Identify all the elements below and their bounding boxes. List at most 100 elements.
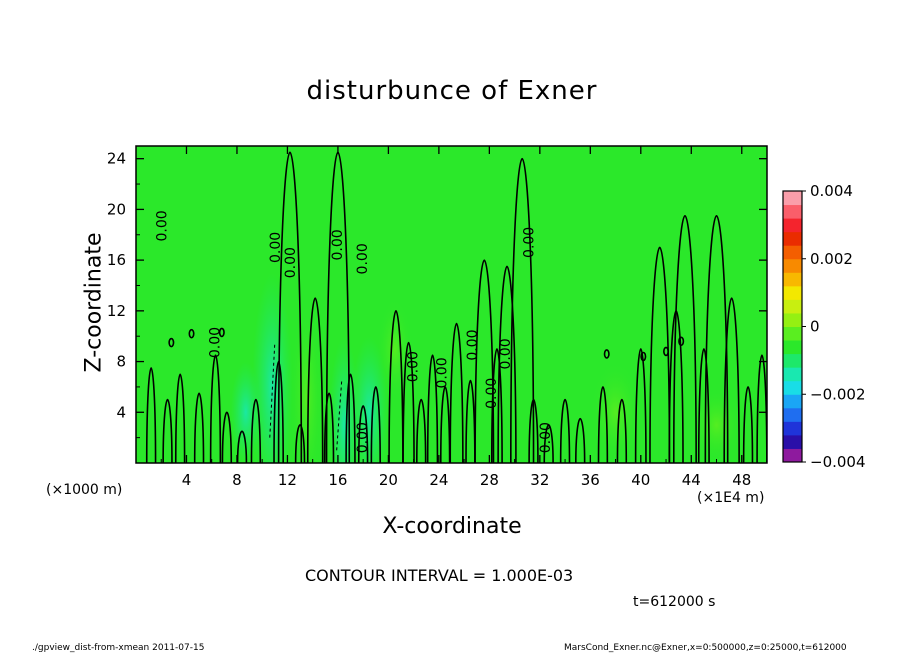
contour-label: 0.00 [208, 327, 224, 358]
colorbar-swatch [783, 353, 802, 368]
field-patch [377, 298, 413, 400]
y-tick-label: 12 [107, 302, 126, 320]
contour-line [510, 157, 535, 463]
contour-label: 0.00 [268, 232, 284, 263]
colorbar-swatch [783, 434, 802, 449]
contour-line [426, 354, 439, 463]
colorbar-swatch [783, 380, 802, 395]
colorbar-swatch [783, 285, 802, 300]
y-tick-label: 4 [116, 403, 126, 421]
colorbar-swatch [783, 245, 802, 260]
contour-loop [218, 327, 225, 338]
x-tick-label: 8 [232, 471, 242, 489]
x-scale-label: (×1E4 m) [697, 490, 765, 506]
colorbar-swatch [783, 448, 802, 463]
colorbar-swatch [783, 367, 802, 382]
contour-loop [663, 346, 670, 357]
colorbar-label: 0.002 [810, 250, 853, 268]
contour-line [697, 348, 710, 463]
contour-line [323, 392, 335, 463]
contour-line [388, 310, 404, 463]
contour-line [449, 322, 464, 463]
field-patch [289, 298, 323, 463]
contour-interval: CONTOUR INTERVAL = 1.000E-03 [305, 566, 574, 585]
contour-line [221, 411, 233, 463]
contour-loop [168, 337, 175, 348]
contour-line [306, 297, 324, 463]
contour-line [528, 398, 539, 463]
contour-line [174, 373, 186, 463]
negative-contour [269, 342, 276, 438]
contour-label: 0.00 [283, 247, 299, 278]
colorbar-swatch [783, 326, 802, 341]
chart-title: disturbunce of Exner [306, 76, 598, 106]
contour-label: 0.00 [435, 357, 451, 388]
colorbar-label: −0.002 [810, 385, 866, 403]
x-unit-label: (×1000 m) [46, 482, 123, 498]
contour-line [474, 259, 495, 463]
colorbar-swatch [783, 421, 802, 436]
contour-line [756, 354, 767, 463]
contour-line [236, 430, 248, 463]
contour-line [634, 348, 647, 463]
x-axis-label: X-coordinate [382, 514, 522, 539]
contour-line [616, 398, 628, 463]
x-tick-label: 32 [530, 471, 549, 489]
contour-line [277, 151, 303, 463]
plot-frame [135, 145, 768, 464]
plot-background [136, 146, 767, 463]
y-tick-label: 24 [107, 150, 126, 168]
contour-line [575, 417, 586, 463]
contour-line [415, 398, 427, 463]
contour-line [672, 214, 697, 463]
contour-label: 0.00 [484, 378, 500, 409]
x-tick-label: 36 [581, 471, 600, 489]
contour-line [704, 214, 729, 463]
x-tick-label: 16 [328, 471, 347, 489]
contour-line [723, 297, 740, 463]
colorbar-label: 0.004 [810, 182, 853, 200]
contour-line [465, 379, 476, 463]
y-tick-label: 20 [107, 200, 126, 218]
contour-line [357, 405, 369, 463]
footer-source: MarsCond_Exner.nc@Exner,x=0:500000,z=0:2… [564, 643, 847, 653]
contour-line [209, 354, 222, 463]
colorbar-swatch [783, 394, 802, 409]
x-tick-label: 12 [278, 471, 297, 489]
contour-line [193, 392, 205, 463]
contour-label: 0.00 [498, 338, 514, 369]
contour-line [402, 341, 415, 463]
x-tick-label: 48 [732, 471, 751, 489]
contour-line [543, 424, 554, 463]
colorbar-swatch [783, 191, 802, 206]
contour-line [597, 386, 609, 463]
y-tick-label: 8 [116, 353, 126, 371]
colorbar-swatch [783, 312, 802, 327]
x-tick-label: 44 [682, 471, 701, 489]
x-tick-label: 40 [631, 471, 650, 489]
colorbar-swatch [783, 218, 802, 233]
field-patch [230, 361, 261, 463]
contour-line [649, 246, 671, 463]
contour-label: 0.00 [406, 351, 422, 382]
contour-line [742, 386, 754, 463]
colorbar-swatch [783, 231, 802, 246]
x-tick-label: 20 [379, 471, 398, 489]
contour-line [345, 373, 356, 463]
x-tick-label: 4 [182, 471, 192, 489]
contour-line [559, 398, 571, 463]
contour-label: 0.00 [355, 422, 371, 453]
contour-loop [188, 328, 195, 339]
y-tick-label: 16 [107, 251, 126, 269]
colorbar-swatch [783, 299, 802, 314]
contour-label: 0.00 [522, 227, 538, 258]
contour-line [439, 386, 451, 463]
colorbar-label: −0.004 [810, 453, 866, 471]
contour-line [250, 398, 262, 463]
x-tick-label: 28 [480, 471, 499, 489]
contour-line [162, 398, 173, 463]
contour-line [370, 386, 381, 463]
contour-loop [640, 351, 647, 362]
contour-label: 0.00 [465, 329, 481, 360]
